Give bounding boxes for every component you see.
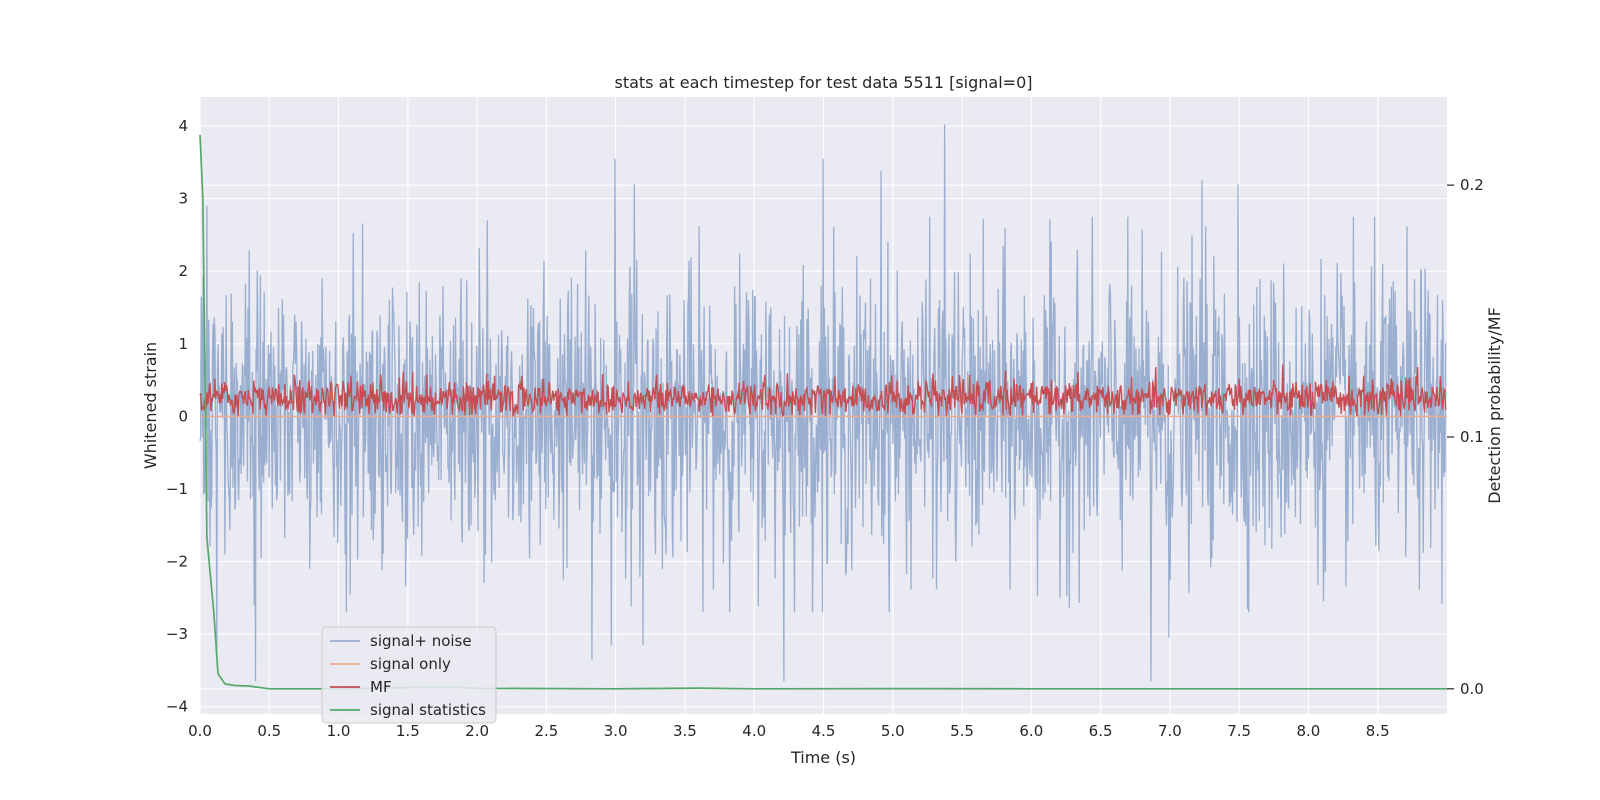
x-tick-label: 4.5 <box>812 722 836 740</box>
x-tick-label: 8.0 <box>1297 722 1321 740</box>
x-tick-label: 1.0 <box>327 722 351 740</box>
x-tick-label: 4.0 <box>742 722 766 740</box>
y-tick-label: 0 <box>178 407 188 425</box>
series-mf-line <box>199 364 1447 417</box>
x-tick-label: 0.0 <box>188 722 212 740</box>
x-tick-label: 5.0 <box>881 722 905 740</box>
x-tick-label: 6.0 <box>1019 722 1043 740</box>
y-tick-label: 2 <box>178 262 188 280</box>
legend: signal+ noise signal only MF signal statist… <box>321 626 497 724</box>
y2-tick-label: 0.0 <box>1460 680 1484 698</box>
legend-box <box>321 626 497 724</box>
y2-axis-title: Detection probability/MF <box>1485 307 1504 504</box>
x-tick-label: 7.0 <box>1158 722 1182 740</box>
y-tick-label: 1 <box>178 335 188 353</box>
y-axis-title: Whitened strain <box>141 342 160 469</box>
x-tick-label: 0.5 <box>257 722 281 740</box>
y-tick-label: 4 <box>178 117 188 135</box>
y-tick-label: −3 <box>166 625 188 643</box>
x-axis-title: Time (s) <box>790 748 856 767</box>
series-signal-noise-line <box>199 124 1447 682</box>
x-tick-label: 7.5 <box>1227 722 1251 740</box>
axes: 0.0 0.5 1.0 1.5 2.0 2.5 3.0 3.5 4.0 4.5 5.0 5.5 6.0 6… <box>166 117 1484 740</box>
chart-title: stats at each timestep for test data 551… <box>614 73 1032 92</box>
x-tick-label: 2.0 <box>465 722 489 740</box>
x-tick-label: 2.5 <box>534 722 558 740</box>
legend-label: signal+ noise <box>370 632 472 650</box>
y2-tick-label: 0.1 <box>1460 428 1484 446</box>
x-tick-label: 1.5 <box>396 722 420 740</box>
y-tick-label: −1 <box>166 480 188 498</box>
x-tick-label: 6.5 <box>1089 722 1113 740</box>
y-tick-label: −4 <box>166 698 188 716</box>
y-tick-label: 3 <box>178 190 188 208</box>
legend-label: MF <box>370 678 392 696</box>
y2-tick-label: 0.2 <box>1460 176 1484 194</box>
y-tick-label: −2 <box>166 553 188 571</box>
legend-label: signal statistics <box>370 701 486 719</box>
legend-label: signal only <box>370 655 451 673</box>
x-tick-label: 8.5 <box>1366 722 1390 740</box>
x-tick-label: 3.5 <box>673 722 697 740</box>
x-tick-label: 5.5 <box>950 722 974 740</box>
x-tick-label: 3.0 <box>604 722 628 740</box>
